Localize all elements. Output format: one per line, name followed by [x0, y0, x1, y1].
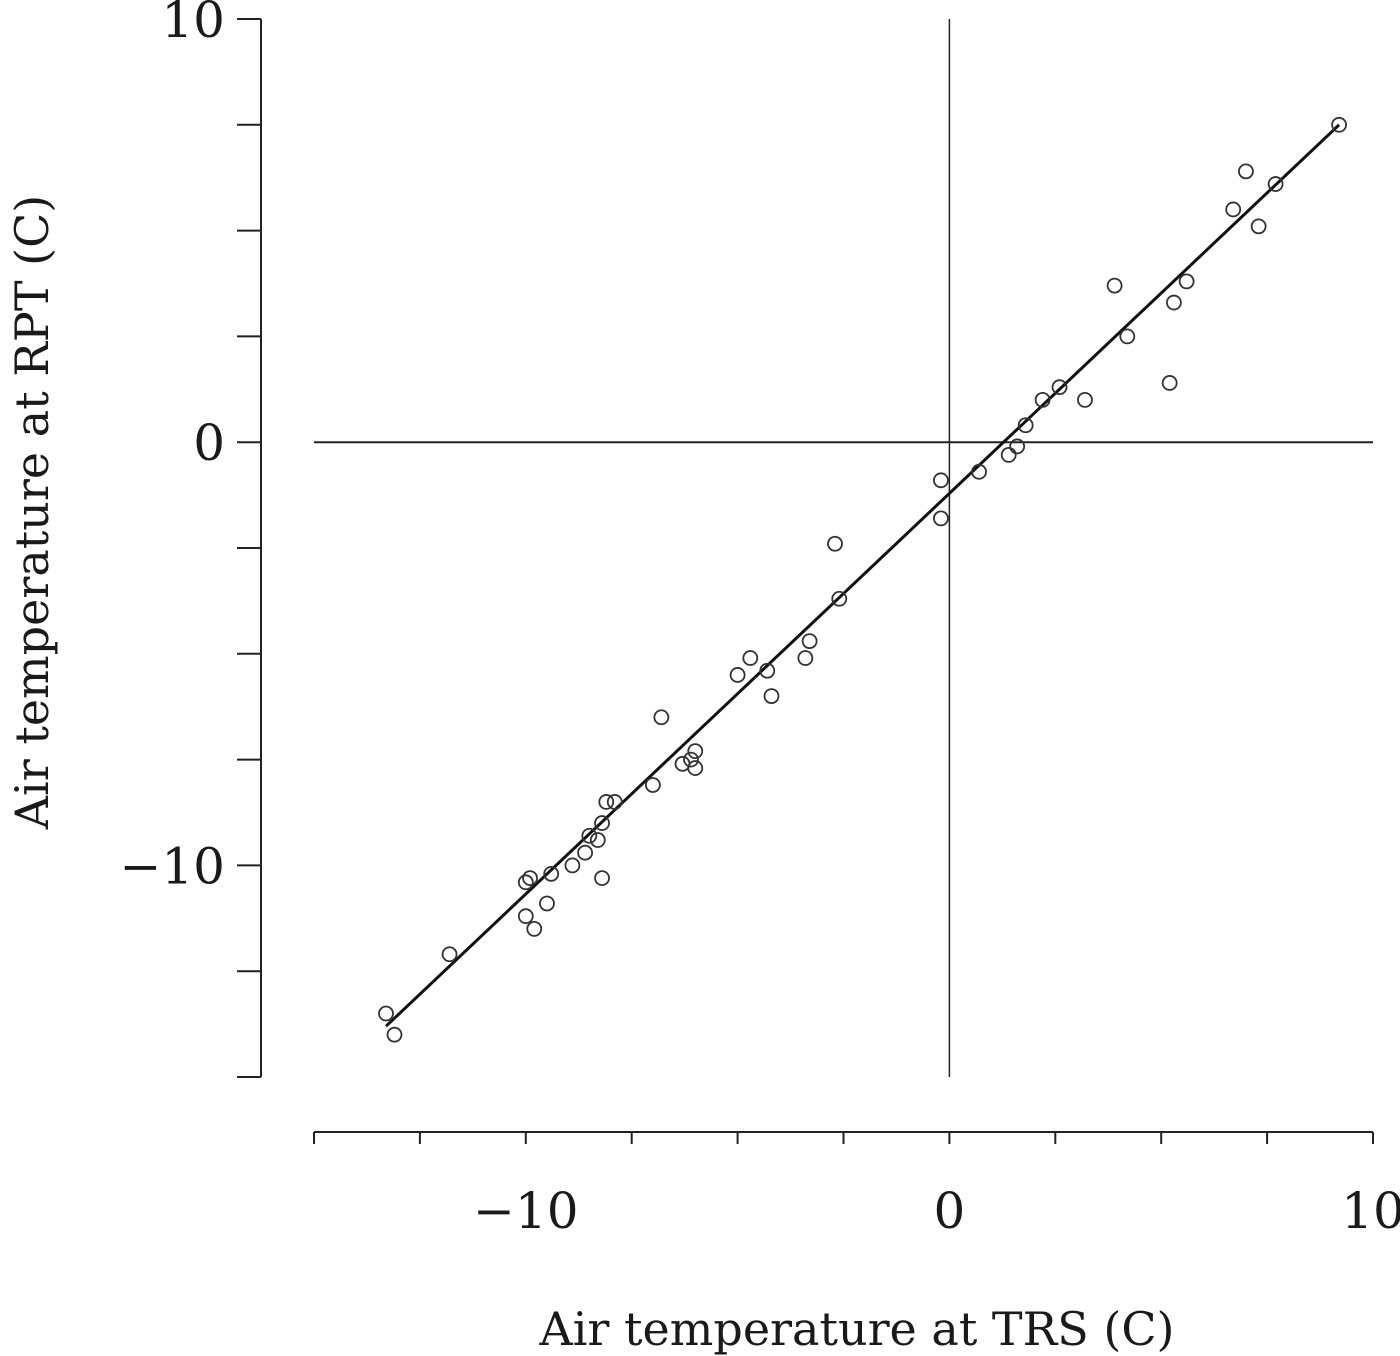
- data-point: [1267, 176, 1284, 192]
- zero-reference-lines: [314, 19, 1373, 1077]
- data-point: [1051, 379, 1068, 396]
- data-point: [683, 751, 699, 768]
- data-point: [386, 1026, 403, 1043]
- data-point: [797, 650, 814, 666]
- data-point: [526, 920, 543, 937]
- data-point: [517, 908, 534, 925]
- x-axis-title: Air temperature at TRS (C): [539, 1302, 1175, 1356]
- x-axis: −10 0 10: [313, 1131, 1400, 1240]
- data-point: [1119, 328, 1136, 345]
- data-point: [441, 946, 458, 963]
- data-point: [653, 709, 670, 726]
- data-point: [1017, 417, 1034, 434]
- x-tick-label: −10: [473, 1182, 579, 1240]
- x-tick-label: 10: [1341, 1182, 1400, 1240]
- data-point: [729, 667, 746, 683]
- x-tick-label: 0: [933, 1182, 965, 1240]
- data-point: [1161, 375, 1178, 391]
- data-point: [1000, 446, 1017, 463]
- data-point: [577, 844, 594, 861]
- data-point: [687, 743, 704, 760]
- data-point: [971, 463, 987, 480]
- data-point: [1331, 116, 1348, 133]
- data-point: [763, 688, 780, 705]
- data-point: [581, 827, 598, 844]
- data-points: [378, 116, 1348, 1043]
- data-point: [1009, 438, 1026, 455]
- data-point: [1077, 391, 1093, 408]
- y-axis-title: Air temperature at RPT (C): [5, 195, 59, 830]
- y-tick-label: −10: [119, 837, 225, 895]
- data-point: [598, 794, 615, 810]
- data-point: [742, 650, 759, 666]
- regression-line: [384, 123, 1341, 1028]
- data-point: [517, 874, 534, 891]
- data-point: [1225, 201, 1242, 218]
- data-point: [564, 857, 581, 874]
- data-point: [1250, 218, 1267, 235]
- data-point: [801, 633, 818, 650]
- data-point: [1238, 163, 1254, 180]
- fit-line: [384, 123, 1341, 1028]
- data-point: [827, 535, 843, 552]
- data-point: [1166, 294, 1182, 311]
- data-point: [522, 870, 538, 886]
- data-point: [543, 865, 560, 882]
- data-point: [606, 794, 623, 810]
- data-point: [1034, 391, 1051, 408]
- data-point: [378, 1005, 394, 1022]
- data-point: [594, 815, 610, 831]
- data-point: [1106, 277, 1123, 294]
- data-point: [933, 472, 949, 489]
- y-tick-label: 10: [161, 0, 225, 49]
- data-point: [759, 662, 776, 679]
- data-point: [644, 777, 661, 793]
- data-point: [933, 510, 949, 527]
- y-axis: 10 0 −10: [119, 0, 262, 1078]
- data-point: [589, 832, 606, 848]
- data-point: [594, 870, 610, 886]
- data-point: [1178, 273, 1195, 290]
- data-point: [687, 760, 704, 776]
- data-point: [831, 590, 848, 607]
- y-tick-label: 0: [193, 414, 225, 472]
- data-point: [539, 895, 555, 912]
